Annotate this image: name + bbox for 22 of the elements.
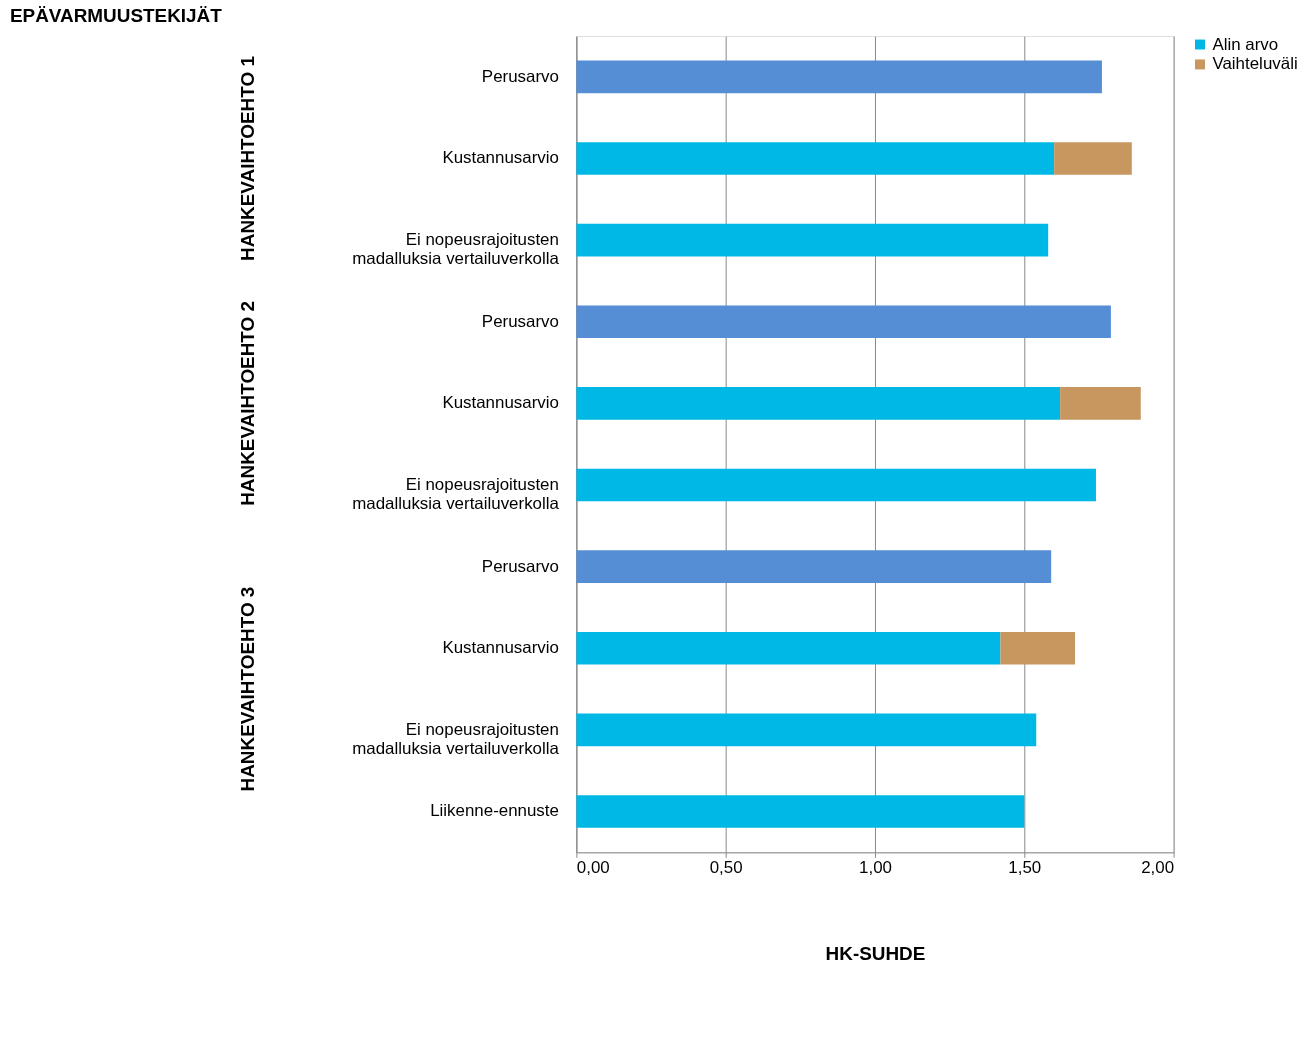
y-tick-label: Ei nopeusrajoitusten madalluksia vertailuverkolla xyxy=(352,719,560,758)
x-tick-label: 0,00 xyxy=(576,857,610,877)
legend-label: Alin arvo xyxy=(1212,34,1279,54)
y-tick-label: Ei nopeusrajoitusten madalluksia vertailuverkolla xyxy=(352,230,560,269)
y-tick-label: Kustannusarvio xyxy=(442,148,559,168)
text: HANKEVAIHTOEHTO 3 xyxy=(236,586,258,792)
text: EPÄVARMUUSTEKIJÄT xyxy=(9,5,223,27)
text: HANKEVAIHTOEHTO 2 xyxy=(236,300,258,506)
legend-label: Vaihteluväli xyxy=(1212,54,1298,74)
text: HANKEVAIHTOEHTO 1 xyxy=(236,56,258,261)
y-tick-label: Ei nopeusrajoitusten madalluksia vertailuverkolla xyxy=(352,474,560,513)
y-tick-label: Kustannusarvio xyxy=(442,393,559,413)
y-tick-label: Perusarvo xyxy=(481,311,559,331)
x-tick-label: 1,50 xyxy=(1008,857,1042,877)
y-tick-label: Kustannusarvio xyxy=(442,638,559,658)
y-tick-label: Perusarvo xyxy=(481,556,559,576)
x-tick-label: 0,50 xyxy=(709,857,743,877)
y-tick-label: Perusarvo xyxy=(481,66,559,86)
x-tick-label: 2,00 xyxy=(1141,857,1175,877)
y-tick-label: Liikenne-ennuste xyxy=(430,801,559,821)
x-tick-label: 1,00 xyxy=(859,857,892,877)
x-axis-title: HK-SUHDE xyxy=(825,943,926,965)
